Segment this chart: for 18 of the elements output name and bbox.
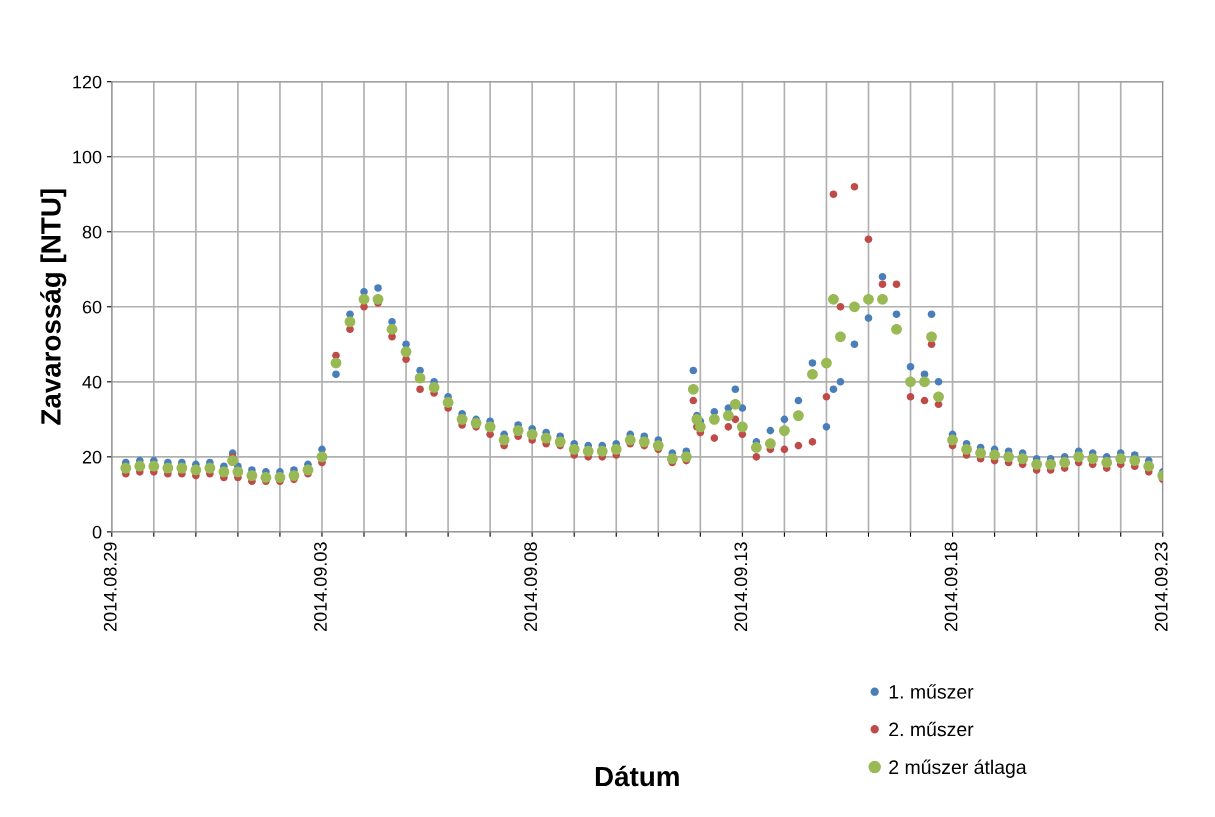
x-tick-label: 2014.09.08 [524, 542, 538, 632]
x-tick-label: 2014.09.23 [1154, 542, 1168, 632]
y-tick-label: 100 [73, 150, 102, 164]
x-tick-label: 2014.09.18 [944, 542, 958, 632]
x-tick-label: 2014.09.13 [734, 542, 748, 632]
legend-label: 2. műszer [889, 721, 974, 737]
x-tick-label: 2014.08.29 [103, 542, 117, 632]
y-tick-label: 60 [82, 300, 102, 314]
x-tick-label: 2014.09.03 [314, 542, 327, 632]
legend-label: 2 műszer átlaga [889, 759, 1027, 778]
y-tick-label: 80 [82, 225, 102, 239]
y-tick-label: 40 [82, 375, 102, 389]
y-tick-label: 0 [92, 525, 102, 539]
legend-label: 1. műszer [889, 684, 974, 699]
y-axis-title: Zavarosság [NTU] [40, 189, 67, 425]
y-tick-label: 20 [82, 450, 102, 464]
y-tick-label: 120 [73, 75, 102, 89]
x-axis-title: Dátum [595, 765, 679, 787]
